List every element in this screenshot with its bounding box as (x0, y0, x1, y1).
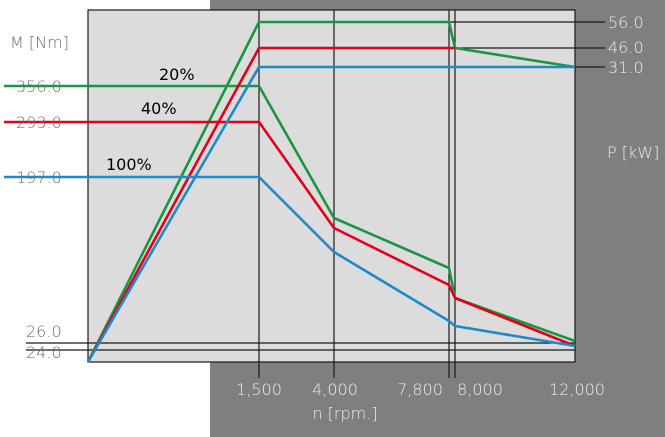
reference-lines (26, 10, 605, 378)
left-tick-197: 197.0 (16, 168, 62, 187)
plot-area (88, 10, 575, 362)
x-tick-12000: 12,000 (549, 380, 605, 399)
series-100-torque-drop (258, 176, 576, 348)
left-tick-26: 26.0 (26, 322, 62, 341)
series-lines (4, 20, 576, 363)
x-tick-8000: 8,000 (457, 380, 503, 399)
x-tick-4000: 4,000 (312, 380, 358, 399)
right-tick-31: 31.0 (608, 58, 644, 77)
left-tick-24: 24.0 (26, 343, 62, 362)
series-label-100: 100% (106, 155, 152, 174)
series-20-power (86, 20, 576, 363)
right-tick-46: 46.0 (608, 38, 644, 57)
y-axis-right-title: P [kW] (607, 143, 659, 162)
series-20-torque-drop (257, 85, 576, 343)
x-tick-1500: 1,500 (236, 380, 282, 399)
series-label-40: 40% (141, 99, 177, 118)
series-label-20: 20% (159, 65, 195, 84)
right-tick-56: 56.0 (608, 13, 644, 32)
x-tick-7800: 7,800 (397, 380, 443, 399)
series-40-power (86, 46, 455, 363)
series-40-torque-drop (257, 121, 576, 348)
plot-border (87, 9, 576, 363)
left-tick-293: 293.0 (16, 113, 62, 132)
left-tick-356: 356.0 (16, 77, 62, 96)
x-axis-title: n [rpm.] (312, 404, 377, 423)
series-100-power (86, 65, 575, 363)
y-axis-left-title: M [Nm] (10, 33, 69, 52)
